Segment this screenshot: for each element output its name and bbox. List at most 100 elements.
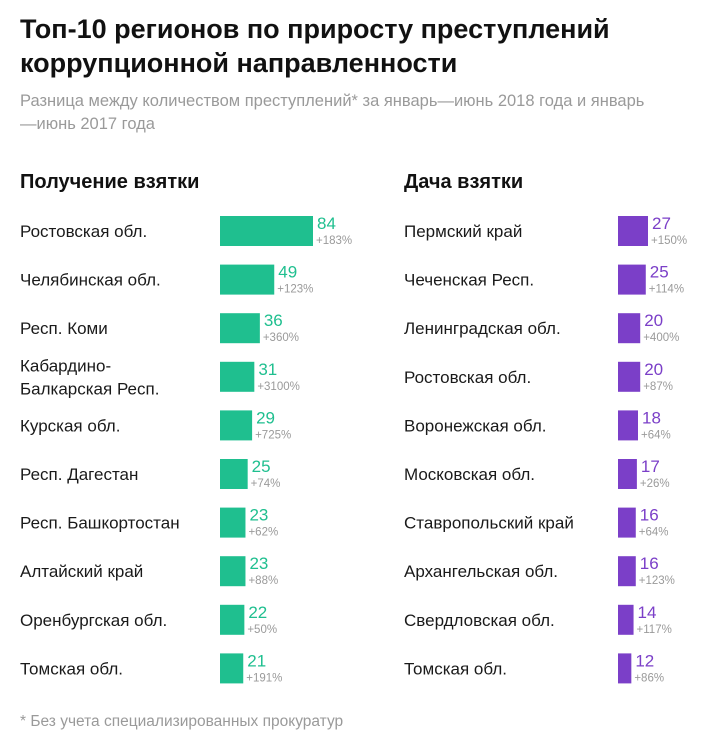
growth-label-left-8: +88% — [248, 575, 278, 587]
bar-right-3 — [618, 313, 641, 344]
value-label-left-1: 84 — [317, 214, 336, 233]
category-label-line: Респ. Коми — [20, 319, 108, 338]
category-label-left-9: Оренбургская обл. — [20, 611, 167, 630]
category-label-line: Воронежская обл. — [404, 416, 547, 435]
bar-left-5 — [220, 410, 253, 441]
bar-right-9 — [618, 604, 634, 635]
category-label-left-1: Ростовская обл. — [20, 222, 147, 241]
growth-label-left-6: +74% — [251, 478, 281, 490]
growth-label-left-10: +191% — [246, 672, 282, 684]
chart-subtitle: Разница между количеством преступлений* … — [20, 92, 645, 133]
value-label-right-1: 27 — [652, 214, 671, 233]
growth-label-left-2: +123% — [277, 284, 313, 296]
growth-label-right-9: +117% — [637, 624, 672, 636]
category-label-line: Ставропольский край — [404, 514, 574, 533]
category-label-right-9: Свердловская обл. — [404, 611, 555, 630]
bar-left-8 — [220, 556, 246, 587]
category-label-right-10: Томская обл. — [404, 659, 507, 678]
value-label-left-5: 29 — [256, 408, 275, 427]
category-label-right-8: Архангельская обл. — [404, 562, 558, 581]
category-label-line: Курская обл. — [20, 416, 120, 435]
bar-left-3 — [220, 313, 260, 344]
bar-right-4 — [618, 361, 641, 392]
category-label-left-2: Челябинская обл. — [20, 271, 161, 290]
category-label-line: Томская обл. — [20, 659, 123, 678]
value-label-left-3: 36 — [264, 311, 283, 330]
bar-left-7 — [220, 507, 246, 538]
category-label-left-3: Респ. Коми — [20, 319, 108, 338]
value-label-left-8: 23 — [249, 554, 268, 573]
bar-left-4 — [220, 361, 255, 392]
category-label-right-3: Ленинградская обл. — [404, 319, 561, 338]
growth-label-left-1: +183% — [316, 235, 352, 247]
category-label-line: Ростовская обл. — [404, 368, 531, 387]
bar-left-6 — [220, 459, 248, 489]
category-label-right-5: Воронежская обл. — [404, 416, 547, 435]
growth-label-right-7: +64% — [639, 527, 669, 539]
value-label-left-4: 31 — [258, 360, 277, 379]
category-label-line: Томская обл. — [404, 659, 507, 678]
category-label-left-5: Курская обл. — [20, 416, 120, 435]
value-label-right-5: 18 — [642, 408, 661, 427]
value-label-right-3: 20 — [644, 311, 663, 330]
growth-label-right-10: +86% — [634, 672, 664, 684]
growth-label-left-4: +3100% — [257, 381, 300, 393]
category-label-left-10: Томская обл. — [20, 659, 123, 678]
value-label-left-6: 25 — [252, 457, 271, 476]
value-label-right-7: 16 — [640, 506, 659, 525]
growth-label-left-9: +50% — [247, 624, 277, 636]
category-label-line: Алтайский край — [20, 562, 143, 581]
growth-label-right-5: +64% — [641, 429, 671, 441]
category-label-line: Респ. Дагестан — [20, 465, 138, 484]
bar-right-7 — [618, 507, 636, 538]
category-label-left-4: Кабардино- Балкарская Респ. — [20, 356, 159, 398]
footnote: * Без учета специализированных прокурату… — [20, 713, 344, 730]
bar-right-10 — [618, 653, 632, 684]
growth-label-right-3: +400% — [643, 332, 679, 344]
bar-right-1 — [618, 216, 648, 246]
growth-label-right-1: +150% — [651, 235, 687, 247]
bar-right-5 — [618, 410, 638, 441]
growth-label-right-8: +123% — [639, 575, 675, 587]
section-heading-bribe-taking: Получение взятки — [20, 171, 200, 193]
category-label-line: Респ. Башкортостан — [20, 514, 180, 533]
value-label-right-9: 14 — [638, 603, 657, 622]
bar-right-2 — [618, 264, 646, 295]
value-label-left-10: 21 — [247, 651, 266, 670]
category-label-line: Балкарская Респ. — [20, 379, 159, 398]
growth-label-right-6: +26% — [640, 478, 670, 490]
value-label-left-2: 49 — [278, 263, 297, 282]
value-label-left-7: 23 — [249, 506, 268, 525]
value-label-left-9: 22 — [248, 603, 267, 622]
chart-title: Топ-10 регионов по приросту преступлений… — [20, 14, 610, 78]
category-label-right-1: Пермский край — [404, 222, 522, 241]
category-label-right-2: Чеченская Респ. — [404, 271, 534, 290]
growth-label-right-4: +87% — [643, 381, 673, 393]
bar-left-9 — [220, 604, 245, 635]
category-label-right-4: Ростовская обл. — [404, 368, 531, 387]
bar-right-8 — [618, 556, 636, 587]
category-label-line: Архангельская обл. — [404, 562, 558, 581]
category-label-left-7: Респ. Башкортостан — [20, 514, 180, 533]
bar-right-6 — [618, 459, 637, 489]
value-label-right-8: 16 — [640, 554, 659, 573]
section-heading-bribe-giving: Дача взятки — [404, 171, 524, 193]
category-label-line: Оренбургская обл. — [20, 611, 167, 630]
growth-label-right-2: +114% — [649, 284, 684, 296]
category-label-line: Ростовская обл. — [20, 222, 147, 241]
bar-left-10 — [220, 653, 244, 684]
category-label-left-8: Алтайский край — [20, 562, 143, 581]
category-label-right-6: Московская обл. — [404, 465, 535, 484]
category-label-line: Кабардино- — [20, 356, 111, 375]
category-label-line: Московская обл. — [404, 465, 535, 484]
bar-left-1 — [220, 216, 313, 246]
category-label-line: Ленинградская обл. — [404, 319, 561, 338]
category-label-line: Пермский край — [404, 222, 522, 241]
category-label-line: Чеченская Респ. — [404, 271, 534, 290]
value-label-right-6: 17 — [641, 457, 660, 476]
growth-label-left-3: +360% — [263, 332, 299, 344]
value-label-right-4: 20 — [644, 360, 663, 379]
growth-label-left-5: +725% — [255, 429, 291, 441]
growth-label-left-7: +62% — [248, 527, 278, 539]
category-label-line: Челябинская обл. — [20, 271, 161, 290]
